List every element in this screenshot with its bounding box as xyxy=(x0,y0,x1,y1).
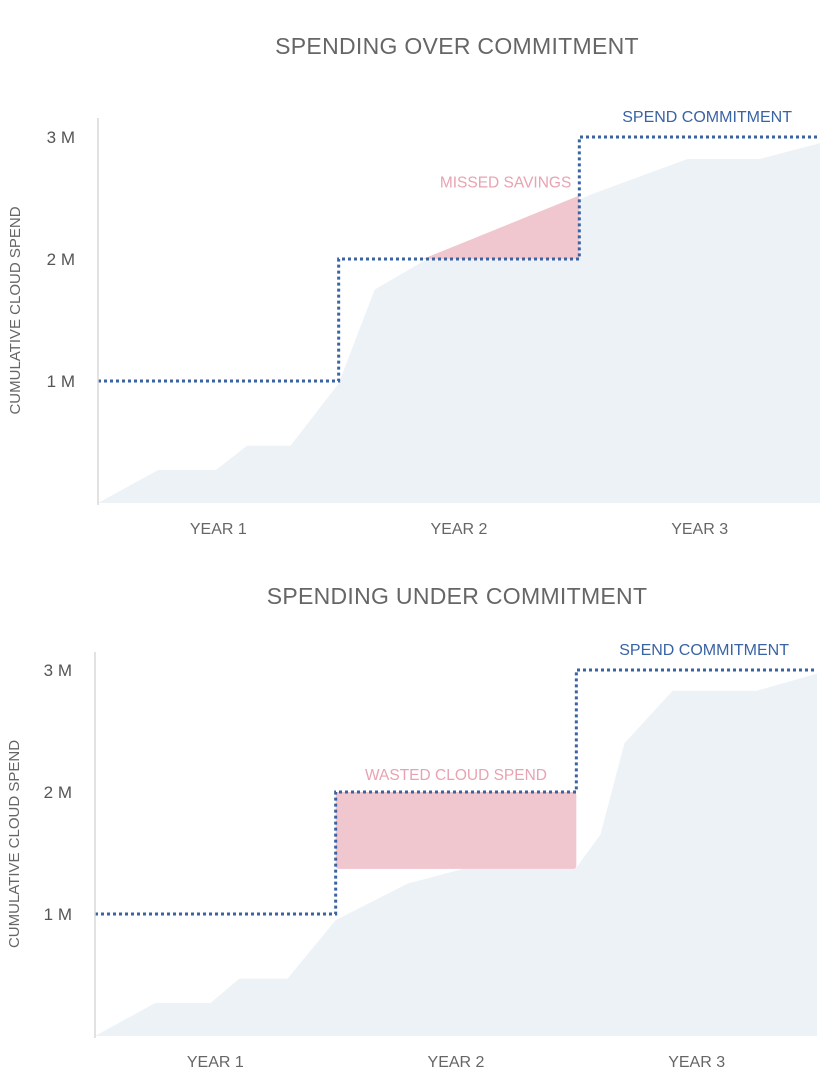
wasted-spend-region xyxy=(335,792,577,869)
spend-area xyxy=(98,143,820,503)
y-tick-label: 3 M xyxy=(44,661,72,680)
chart-title: SPENDING UNDER COMMITMENT xyxy=(267,583,648,609)
chart-title: SPENDING OVER COMMITMENT xyxy=(275,33,639,59)
wasted-spend-label: WASTED CLOUD SPEND xyxy=(365,767,547,784)
y-tick-label: 2 M xyxy=(44,783,72,802)
commitment-line xyxy=(98,135,820,383)
y-axis-label: CUMULATIVE CLOUD SPEND xyxy=(7,206,24,414)
y-tick-label: 1 M xyxy=(44,905,72,924)
y-tick-label: 2 M xyxy=(47,250,75,269)
x-tick-label: YEAR 2 xyxy=(428,1054,485,1071)
commitment-line xyxy=(95,668,817,916)
commitment-label: SPEND COMMITMENT xyxy=(619,642,789,659)
y-axis-label: CUMULATIVE CLOUD SPEND xyxy=(6,740,23,948)
x-tick-label: YEAR 1 xyxy=(190,521,247,538)
missed-savings-label: MISSED SAVINGS xyxy=(440,175,572,192)
commitment-label: SPEND COMMITMENT xyxy=(622,109,792,126)
chart-1: SPENDING OVER COMMITMENT CUMULATIVE CLOUD… xyxy=(7,33,820,538)
chart-2: SPENDING UNDER COMMITMENT CUMULATIVE CLOU… xyxy=(6,583,817,1071)
x-tick-label: YEAR 2 xyxy=(431,521,488,538)
y-tick-label: 3 M xyxy=(47,128,75,147)
spend-area xyxy=(95,673,817,1036)
x-tick-label: YEAR 3 xyxy=(671,521,728,538)
x-tick-label: YEAR 1 xyxy=(187,1054,244,1071)
y-tick-label: 1 M xyxy=(47,372,75,391)
x-tick-label: YEAR 3 xyxy=(668,1054,725,1071)
missed-savings-region xyxy=(422,195,580,259)
